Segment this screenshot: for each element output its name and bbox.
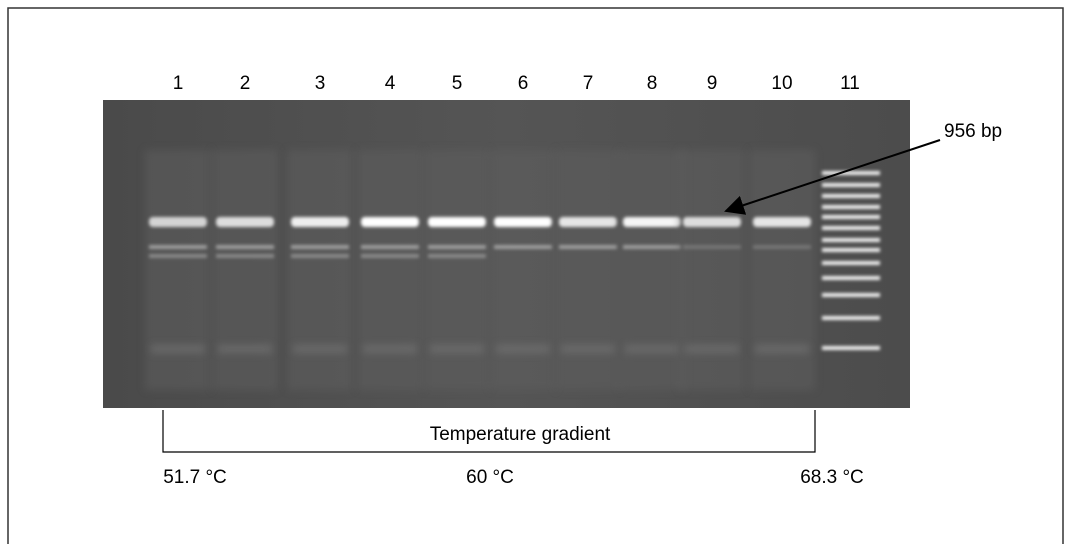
lane-smear	[424, 150, 490, 390]
low-band	[685, 345, 739, 353]
ladder-band	[822, 276, 880, 280]
minor-band	[291, 254, 349, 258]
low-band	[151, 345, 205, 353]
ladder-band	[822, 226, 880, 230]
lane-smear	[749, 150, 815, 390]
lane-smear	[555, 150, 621, 390]
ladder-band	[822, 171, 880, 175]
band-label: 956 bp	[944, 121, 1002, 142]
minor-band	[623, 245, 681, 249]
main-band	[623, 217, 681, 227]
ladder-band	[822, 293, 880, 297]
minor-band	[149, 245, 207, 249]
gel	[103, 100, 910, 408]
main-band	[428, 217, 486, 227]
ladder-band	[822, 261, 880, 265]
minor-band	[361, 245, 419, 249]
lane-smear	[212, 150, 278, 390]
low-band	[363, 345, 417, 353]
low-band	[625, 345, 679, 353]
ladder-band	[822, 183, 880, 187]
low-band	[218, 345, 272, 353]
minor-band	[428, 245, 486, 249]
ladder-band	[822, 194, 880, 198]
lane-smear	[619, 150, 685, 390]
minor-band	[361, 254, 419, 258]
main-band	[361, 217, 419, 227]
lane-smear	[287, 150, 353, 390]
low-band	[561, 345, 615, 353]
gradient-label: Temperature gradient	[430, 424, 611, 445]
main-band	[753, 217, 811, 227]
minor-band	[494, 245, 552, 249]
main-band	[494, 217, 552, 227]
lane-label: 4	[385, 73, 396, 94]
gradient-bracket	[162, 410, 816, 453]
lane-label: 3	[315, 73, 326, 94]
lane-label: 8	[647, 73, 658, 94]
low-band	[496, 345, 550, 353]
temp-middle: 60 °C	[466, 467, 514, 488]
lane-label: 10	[771, 73, 792, 94]
ladder-band	[822, 238, 880, 242]
lane-label: 7	[583, 73, 594, 94]
low-band	[430, 345, 484, 353]
minor-band	[291, 245, 349, 249]
lane-label: 9	[707, 73, 718, 94]
ladder-band	[822, 215, 880, 219]
main-band	[216, 217, 274, 227]
lane-label: 2	[240, 73, 251, 94]
minor-band	[683, 245, 741, 249]
lane-label: 1	[173, 73, 184, 94]
main-band	[559, 217, 617, 227]
main-band	[683, 217, 741, 227]
lane-smear	[679, 150, 745, 390]
minor-band	[428, 254, 486, 258]
lane-label: 11	[840, 73, 860, 94]
minor-band	[559, 245, 617, 249]
ladder-band	[822, 316, 880, 320]
lane-label: 6	[518, 73, 529, 94]
low-band	[755, 345, 809, 353]
minor-band	[149, 254, 207, 258]
minor-band	[216, 254, 274, 258]
ladder-band	[822, 346, 880, 350]
temp-end: 68.3 °C	[800, 467, 864, 488]
minor-band	[753, 245, 811, 249]
low-band	[293, 345, 347, 353]
lane-smear	[357, 150, 423, 390]
lane-smear	[145, 150, 211, 390]
ladder-band	[822, 248, 880, 252]
main-band	[149, 217, 207, 227]
main-band	[291, 217, 349, 227]
arrow	[724, 139, 941, 215]
temp-start: 51.7 °C	[163, 467, 227, 488]
lane-label: 5	[452, 73, 463, 94]
frame	[7, 7, 1064, 544]
lane-smear	[490, 150, 556, 390]
minor-band	[216, 245, 274, 249]
ladder-band	[822, 205, 880, 209]
lane-labels: 1 2 3 4 5 6 7 8 9 10 11	[173, 73, 860, 94]
